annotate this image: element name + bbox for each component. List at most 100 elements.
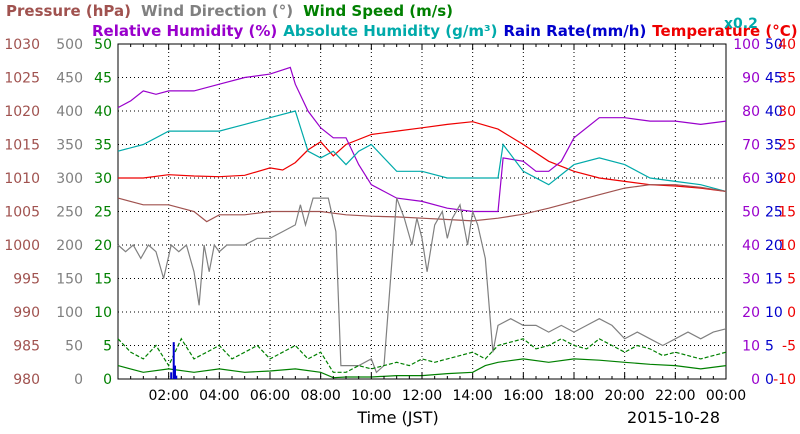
humidity-tick-label: 40 (742, 238, 760, 254)
wind_direction-line (117, 197, 727, 374)
humidity-tick-label: 0 (751, 372, 760, 388)
abs_humidity-line (117, 110, 727, 192)
legend: Pressure (hPa) Wind Direction (°) Wind Spe… (6, 2, 798, 40)
rain_rate-tick-label: 20 (765, 238, 783, 254)
pressure-tick-label: 990 (13, 305, 40, 321)
wind_speed-tick-label: 25 (94, 205, 112, 221)
temperature-tick-label: 30 (778, 104, 796, 120)
pressure-tick-label: 1030 (4, 37, 40, 53)
right-axes: 1009080706050403020100504540353025201510… (733, 37, 796, 388)
rain-rate-bar (170, 372, 173, 379)
wind_direction-tick-label: 100 (56, 305, 83, 321)
humidity-tick-label: 30 (742, 272, 760, 288)
pressure-line (117, 184, 727, 223)
wind_speed-tick-label: 20 (94, 238, 112, 254)
temperature-line (118, 121, 727, 192)
pressure-tick-label: 980 (13, 372, 40, 388)
rain_rate-tick-label: 15 (765, 272, 783, 288)
wind_direction-tick-label: 500 (56, 37, 83, 53)
legend-entry: Relative Humidity (%) (92, 22, 277, 40)
x-tick-label: 20:00 (604, 388, 644, 404)
legend-entry: Wind Speed (m/s) (303, 2, 453, 20)
rain-rate-bar (172, 342, 175, 379)
temperature-tick-label: 25 (778, 138, 796, 154)
wind_speed-tick-label: 40 (94, 104, 112, 120)
x-tick-label: 22:00 (655, 388, 695, 404)
wind_speed-tick-label: 45 (94, 71, 112, 87)
plot-area (117, 43, 727, 380)
pressure-tick-label: 1005 (4, 205, 40, 221)
pressure-tick-label: 995 (13, 272, 40, 288)
x-tick-label: 10:00 (351, 388, 391, 404)
legend-entry: Wind Direction (°) (141, 2, 293, 20)
wind_speed-tick-label: 30 (94, 171, 112, 187)
rain_rate-tick-label: 10 (765, 305, 783, 321)
x-tick-label: 08:00 (300, 388, 340, 404)
rain-rate-bar (174, 365, 176, 379)
wind_direction-tick-label: 300 (56, 171, 83, 187)
x-tick-label: 00:00 (706, 388, 746, 404)
humidity-line (117, 66, 727, 213)
wind_direction-tick-label: 250 (56, 205, 83, 221)
multiplier-label: x0.2 (724, 16, 758, 32)
wind_direction-tick-label: 450 (56, 71, 83, 87)
wind_direction-tick-label: 400 (56, 104, 83, 120)
x-axis: 02:00 04:00 06:00 08:00 10:00 12:00 14:00 16:00… (117, 44, 746, 404)
rain_rate-tick-label: 50 (765, 37, 783, 53)
pressure-tick-label: 1010 (4, 171, 40, 187)
x-tick-label: 02:00 (148, 388, 188, 404)
rain_rate-tick-label: 45 (765, 71, 783, 87)
wind_speed-tick-label: 0 (103, 372, 112, 388)
wind_speed-tick-label: 5 (103, 339, 112, 355)
humidity-tick-label: 100 (733, 37, 760, 53)
wind_speed_gust-line (117, 337, 727, 373)
x-axis-label: Time (JST) (356, 408, 438, 427)
humidity-tick-label: 50 (742, 205, 760, 221)
legend-entry: Rain Rate(mm/h) (503, 22, 646, 40)
left-axes: 1030102510201015101010051000995990985980… (4, 37, 112, 388)
rain_rate-tick-label: 35 (765, 138, 783, 154)
temperature-tick-label: 40 (778, 37, 796, 53)
legend-entry: Absolute Humidity (g/m³) (283, 22, 497, 40)
temperature-tick-label: 0 (787, 305, 796, 321)
rain_rate-tick-label: 40 (765, 104, 783, 120)
wind_direction-tick-label: 150 (56, 272, 83, 288)
humidity-tick-label: 80 (742, 104, 760, 120)
humidity-tick-label: 90 (742, 71, 760, 87)
humidity-tick-label: 70 (742, 138, 760, 154)
wind_speed-tick-label: 15 (94, 272, 112, 288)
pressure-tick-label: 1025 (4, 71, 40, 87)
pressure-tick-label: 1015 (4, 138, 40, 154)
wind_direction-tick-label: 50 (65, 339, 83, 355)
temperature-tick-label: 35 (778, 71, 796, 87)
humidity-tick-label: 10 (742, 339, 760, 355)
wind_direction-tick-label: 200 (56, 238, 83, 254)
pressure-tick-label: 1000 (4, 238, 40, 254)
rain_rate-tick-label: 5 (765, 339, 774, 355)
wind_speed-tick-label: 10 (94, 305, 112, 321)
rain_rate-tick-label: 25 (765, 205, 783, 221)
rain-rate-bar (175, 375, 178, 379)
rain_rate-tick-label: 0 (765, 372, 774, 388)
temperature-tick-label: -5 (782, 339, 796, 355)
temperature-tick-label: 20 (778, 171, 796, 187)
temperature-tick-label: 10 (778, 238, 796, 254)
wind_speed-tick-label: 50 (94, 37, 112, 53)
date-label: 2015-10-28 (627, 408, 720, 427)
x-tick-label: 16:00 (503, 388, 543, 404)
wind_speed-tick-label: 35 (94, 138, 112, 154)
temperature-tick-label: 15 (778, 205, 796, 221)
rain_rate-tick-label: 30 (765, 171, 783, 187)
pressure-tick-label: 985 (13, 339, 40, 355)
legend-entry: Temperature (°C) (652, 22, 797, 40)
x-tick-label: 14:00 (452, 388, 492, 404)
humidity-tick-label: 60 (742, 171, 760, 187)
temperature-tick-label: -10 (773, 372, 796, 388)
x-tick-label: 18:00 (554, 388, 594, 404)
temperature-tick-label: 5 (787, 272, 796, 288)
pressure-tick-label: 1020 (4, 104, 40, 120)
x-tick-label: 12:00 (402, 388, 442, 404)
wind_direction-tick-label: 350 (56, 138, 83, 154)
x-tick-label: 06:00 (250, 388, 290, 404)
